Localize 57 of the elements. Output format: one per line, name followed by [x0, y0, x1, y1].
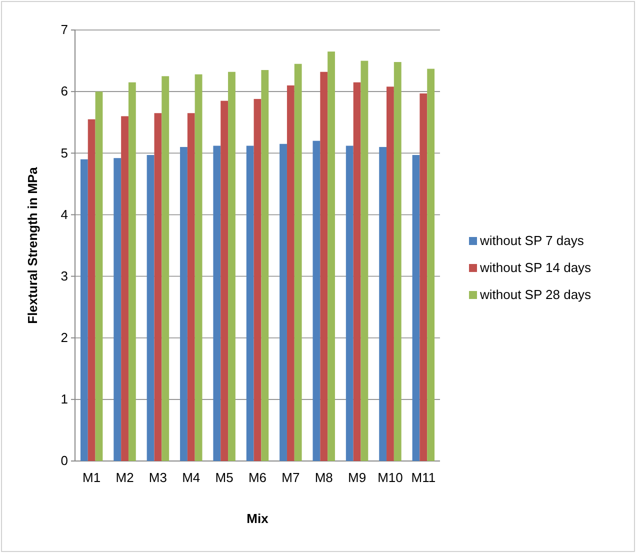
bar: [312, 140, 320, 461]
bar: [394, 62, 402, 461]
y-tick-label: 3: [60, 268, 68, 284]
y-tick-label: 1: [60, 392, 68, 407]
bar: [320, 72, 328, 461]
bar: [95, 92, 103, 461]
bar: [353, 82, 361, 461]
bar: [254, 98, 262, 461]
bar: [360, 60, 368, 461]
bar: [228, 72, 236, 461]
bar: [386, 86, 394, 461]
bar: [187, 113, 195, 461]
x-tick-label: M2: [116, 470, 134, 486]
bar: [180, 146, 188, 461]
bar: [379, 146, 387, 461]
bar: [114, 158, 122, 461]
y-tick-label: 6: [60, 84, 68, 99]
bar: [128, 82, 136, 461]
x-tick-label: M8: [314, 470, 333, 486]
bar: [88, 119, 96, 461]
bar: [146, 154, 154, 461]
bar: [220, 100, 228, 461]
y-tick-label: 2: [60, 330, 68, 346]
x-tick-label: M7: [282, 470, 300, 486]
x-tick-label: M10: [378, 470, 403, 486]
bar: [246, 146, 254, 461]
bar: [280, 144, 287, 461]
bar: [286, 85, 294, 461]
bar: [328, 52, 335, 461]
bar: [346, 146, 354, 461]
x-tick-label: M6: [248, 470, 267, 486]
bar: [194, 74, 202, 461]
bar: [121, 116, 128, 461]
bar: [420, 93, 428, 461]
bar: [80, 159, 88, 461]
y-axis-title: Flextural Strength in MPa: [25, 166, 40, 324]
x-tick-label: M1: [82, 470, 101, 486]
bar: [154, 113, 162, 461]
bar: [261, 70, 269, 461]
bar: [213, 146, 221, 461]
y-tick-label: 4: [60, 206, 68, 222]
x-tick-label: M5: [215, 470, 234, 486]
bar: [427, 68, 435, 461]
y-tick-label: 0: [60, 453, 68, 468]
x-tick-label: M11: [411, 470, 436, 486]
bar: [162, 76, 170, 461]
y-tick-label: 7: [60, 22, 68, 38]
legend-label: without SP 7 days: [479, 233, 584, 248]
bar: [412, 154, 420, 461]
legend-label: without SP 28 days: [479, 287, 592, 302]
x-tick-label: M3: [148, 470, 167, 486]
x-axis-title: Mix: [246, 511, 270, 526]
bar: [294, 64, 302, 461]
x-tick-label: M9: [348, 470, 366, 486]
y-tick-label: 5: [60, 145, 68, 160]
x-tick-label: M4: [182, 470, 200, 486]
legend-label: without SP 14 days: [479, 260, 592, 275]
